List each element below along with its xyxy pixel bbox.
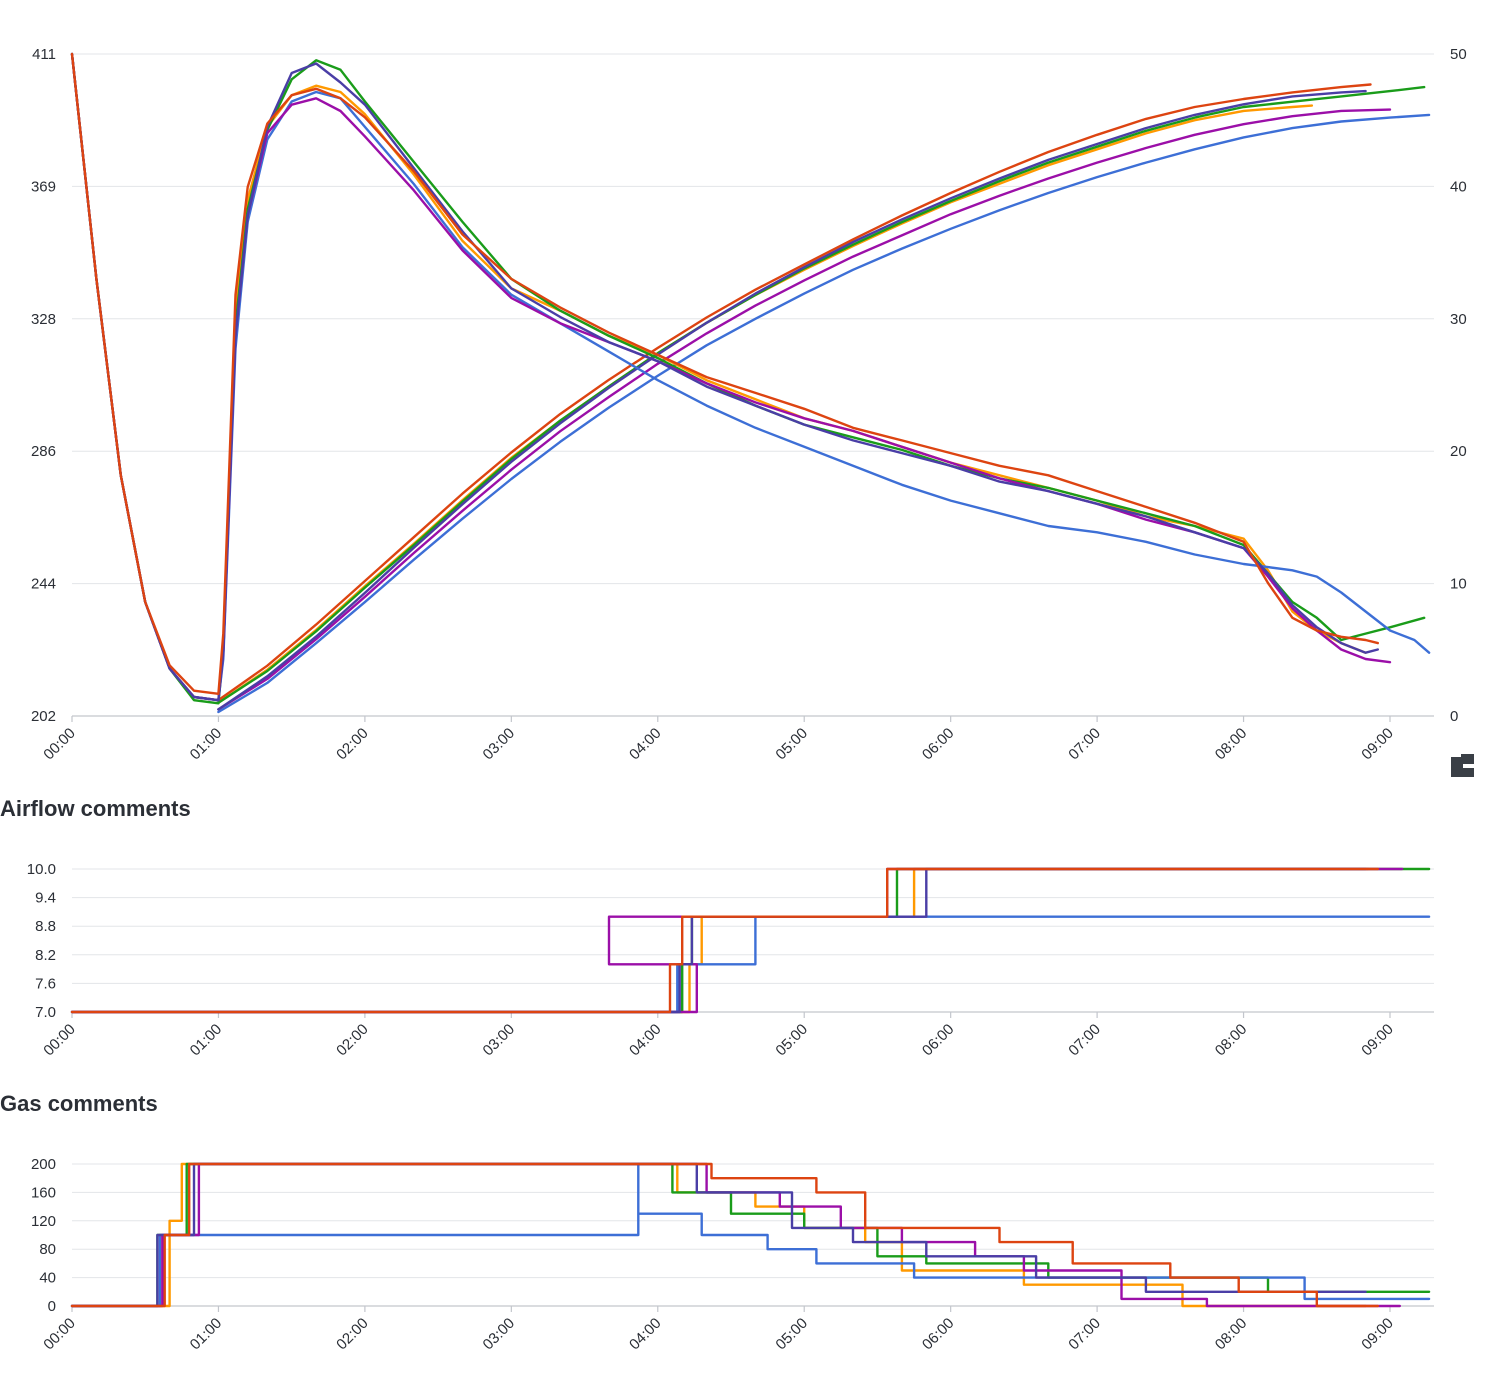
airflow-x-tick-label: 03:00 [480,1021,519,1060]
gas-y-tick-label: 80 [39,1241,56,1258]
gas-x-tick-label: 07:00 [1065,1315,1104,1354]
gas-y-tick-label: 40 [39,1270,56,1287]
airflow-x-tick-label: 07:00 [1065,1021,1104,1060]
main-roast-chart: 202 244 286 328 369 411 0 10 20 30 40 50 00:00 01:00 0… [31,46,1467,763]
brand-logo-icon[interactable] [1449,752,1476,779]
main-y-right-tick-label: 0 [1450,708,1458,725]
main-y-right-tick-label: 50 [1450,46,1467,63]
main-x-tick-label: 06:00 [919,725,958,764]
airflow-series-line [70,915,1431,1014]
airflow-series-line [70,867,1404,1014]
airflow-comments-title: Airflow comments [0,796,191,821]
airflow-y-tick-label: 8.2 [35,947,56,964]
airflow-series-line [70,867,1379,1014]
gas-x-tick-label: 09:00 [1358,1315,1397,1354]
airflow-series-line [70,867,1431,1014]
airflow-x-tick-label: 01:00 [187,1021,226,1060]
gas-x-tick-label: 01:00 [187,1315,226,1354]
gas-x-tick-label: 06:00 [919,1315,958,1354]
airflow-x-tick-label: 09:00 [1358,1021,1397,1060]
gas-y-tick-label: 200 [31,1156,56,1173]
main-x-tick-label: 04:00 [626,725,665,764]
main-temperature-series-line [70,52,1367,702]
main-temperature-series-line [70,52,1379,695]
airflow-x-tick-label: 06:00 [919,1021,958,1060]
main-x-tick-label: 08:00 [1212,725,1251,764]
main-ror-series-line [217,113,1431,714]
gas-y-tick-label: 160 [31,1184,56,1201]
main-x-tick-label: 01:00 [187,725,226,764]
main-y-tick-label: 202 [31,708,56,725]
gas-x-tick-label: 04:00 [626,1315,665,1354]
main-ror-series-line [217,85,1426,704]
main-temperature-series-line [70,52,1426,705]
gas-series-line [70,1162,1431,1308]
airflow-series-line [70,867,1367,1014]
gas-comments-chart: 0 40 80 120 160 200 00:00 01:00 02:00 03:00 04:00 0… [31,1156,1434,1353]
main-x-tick-label: 02:00 [333,725,372,764]
main-ror-series-line [217,89,1367,711]
airflow-y-tick-label: 7.0 [35,1004,56,1021]
main-ror-series-line [217,83,1372,702]
main-y-tick-label: 244 [31,576,56,593]
gas-x-tick-label: 02:00 [333,1315,372,1354]
main-y-tick-label: 286 [31,443,56,460]
main-x-tick-label: 09:00 [1358,725,1397,764]
main-y-right-tick-label: 30 [1450,311,1467,328]
main-temperature-series-line [70,52,1431,702]
gas-x-tick-label: 05:00 [772,1315,811,1354]
airflow-y-tick-label: 9.4 [35,890,56,907]
main-x-tick-label: 00:00 [40,725,79,764]
brand-logo-icon-shape [1451,754,1474,777]
main-y-tick-label: 369 [31,178,56,195]
main-x-tick-label: 05:00 [772,725,811,764]
airflow-x-tick-label: 04:00 [626,1021,665,1060]
airflow-x-tick-label: 02:00 [333,1021,372,1060]
gas-series-line [70,1162,1431,1308]
airflow-series-line [70,867,1370,1014]
airflow-x-tick-label: 00:00 [40,1021,79,1060]
airflow-x-tick-label: 08:00 [1212,1021,1251,1060]
main-y-tick-label: 328 [31,311,56,328]
airflow-x-tick-label: 05:00 [772,1021,811,1060]
main-y-right-tick-label: 40 [1450,178,1467,195]
airflow-y-tick-label: 10.0 [27,861,56,878]
main-y-right-tick-label: 10 [1450,576,1467,593]
gas-y-tick-label: 120 [31,1213,56,1230]
gas-series-line [70,1162,1379,1308]
airflow-y-tick-label: 7.6 [35,975,56,992]
gas-x-tick-label: 03:00 [480,1315,519,1354]
gas-x-tick-label: 00:00 [40,1315,79,1354]
gas-x-tick-label: 08:00 [1212,1315,1251,1354]
airflow-y-tick-label: 8.8 [35,918,56,935]
airflow-comments-chart: 7.0 7.6 8.2 8.8 9.4 10.0 00:00 01:00 02:00 03:00 0… [27,861,1434,1059]
main-ror-series-line [217,108,1392,711]
gas-y-tick-label: 0 [48,1298,56,1315]
main-temperature-series-line [70,52,1379,702]
gas-comments-title: Gas comments [0,1091,158,1116]
main-x-tick-label: 03:00 [480,725,519,764]
main-y-right-tick-label: 20 [1450,443,1467,460]
main-x-tick-label: 07:00 [1065,725,1104,764]
main-y-tick-label: 411 [32,46,56,63]
